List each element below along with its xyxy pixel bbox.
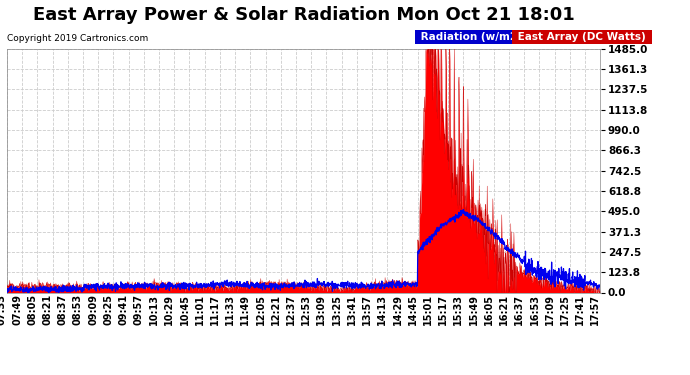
Text: 12:53: 12:53 [302, 294, 311, 325]
Text: 10:13: 10:13 [149, 294, 159, 325]
Text: 13:09: 13:09 [317, 294, 326, 325]
Text: 17:57: 17:57 [591, 294, 600, 325]
Text: 09:25: 09:25 [104, 294, 113, 325]
Text: 09:57: 09:57 [134, 294, 144, 325]
Text: 10:45: 10:45 [179, 294, 190, 325]
Text: 16:53: 16:53 [529, 294, 540, 325]
Text: Copyright 2019 Cartronics.com: Copyright 2019 Cartronics.com [7, 34, 148, 43]
Text: 08:53: 08:53 [73, 294, 83, 325]
Text: 08:21: 08:21 [43, 294, 52, 325]
Text: East Array Power & Solar Radiation Mon Oct 21 18:01: East Array Power & Solar Radiation Mon O… [32, 6, 575, 24]
Text: 12:21: 12:21 [270, 294, 281, 325]
Text: 16:05: 16:05 [484, 294, 494, 325]
Text: 13:25: 13:25 [332, 294, 342, 325]
Text: Radiation (w/m2): Radiation (w/m2) [417, 32, 526, 42]
Text: 08:37: 08:37 [58, 294, 68, 325]
Text: 15:49: 15:49 [469, 294, 479, 325]
Text: 17:09: 17:09 [544, 294, 555, 325]
Text: 13:41: 13:41 [347, 294, 357, 325]
Text: 15:33: 15:33 [453, 294, 464, 325]
Text: 15:17: 15:17 [438, 294, 448, 325]
Text: 10:29: 10:29 [164, 294, 175, 325]
Text: 11:01: 11:01 [195, 294, 205, 325]
Text: 13:57: 13:57 [362, 294, 372, 325]
Text: East Array (DC Watts): East Array (DC Watts) [514, 32, 649, 42]
Text: 07:49: 07:49 [12, 294, 22, 325]
Text: 14:45: 14:45 [408, 294, 417, 325]
Text: 11:17: 11:17 [210, 294, 220, 325]
Text: 11:49: 11:49 [240, 294, 250, 325]
Text: 14:13: 14:13 [377, 294, 387, 325]
Text: 09:09: 09:09 [88, 294, 98, 325]
Text: 11:33: 11:33 [225, 294, 235, 325]
Text: 09:41: 09:41 [119, 294, 128, 325]
Text: 08:05: 08:05 [28, 294, 37, 325]
Text: 16:37: 16:37 [514, 294, 524, 325]
Text: 12:37: 12:37 [286, 294, 296, 325]
Text: 17:41: 17:41 [575, 294, 585, 325]
Text: 07:33: 07:33 [0, 294, 7, 325]
Text: 14:29: 14:29 [393, 294, 402, 325]
Text: 12:05: 12:05 [255, 294, 266, 325]
Text: 17:25: 17:25 [560, 294, 570, 325]
Text: 15:01: 15:01 [423, 294, 433, 325]
Text: 16:21: 16:21 [499, 294, 509, 325]
